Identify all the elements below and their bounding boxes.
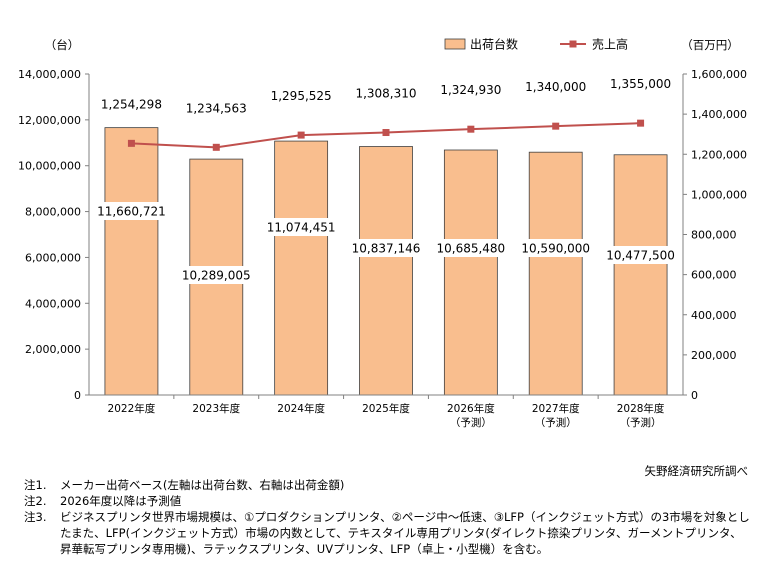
sales-marker: [637, 119, 645, 127]
bar-data-label: 10,837,146: [352, 242, 421, 256]
left-tick-label: 6,000,000: [25, 251, 81, 264]
category-label: 2024年度: [277, 402, 325, 415]
category-label: （予測）: [450, 416, 492, 429]
right-tick-label: 800,000: [691, 229, 737, 242]
sales-marker: [212, 143, 220, 151]
note-text: 2026年度以降は予測値: [60, 494, 182, 508]
plot-area: 0 2,000,000 4,000,000 6,000,000 8,000,000 10,…: [18, 68, 747, 429]
line-data-label: 1,254,298: [101, 97, 162, 111]
note-key: 注1.: [24, 478, 47, 492]
notes: 注1. メーカー出荷ベース(左軸は出荷台数、右軸は出荷金額) 注2. 2026年…: [24, 477, 750, 557]
bar: [104, 127, 159, 396]
bar-label-bg: [180, 266, 253, 284]
note-key: 注3.: [24, 510, 47, 524]
sales-marker: [552, 122, 560, 130]
legend: 出荷台数 売上高: [444, 37, 628, 52]
bar: [359, 146, 413, 396]
note-text: ビジネスプリンタ世界市場規模は、①プロダクションプリンタ、②ページ中～低速、③L…: [60, 510, 750, 556]
note-key: 注2.: [24, 494, 47, 508]
bar: [613, 154, 668, 396]
note-2: 注2. 2026年度以降は予測値: [24, 493, 750, 509]
left-tick-label: 2,000,000: [25, 343, 81, 356]
line-label-bg: [605, 76, 676, 93]
line-label-bg: [351, 85, 421, 102]
left-axis-unit: （台）: [45, 38, 80, 52]
line-label-bg: [520, 79, 591, 96]
sales-marker: [297, 131, 305, 139]
bar-label-bg: [350, 239, 422, 257]
category-label: 2023年度: [192, 402, 240, 415]
legend-bar-swatch: [444, 38, 466, 50]
line-data-label: 1,324,930: [440, 83, 501, 97]
sales-marker: [127, 139, 135, 147]
source-credit: 矢野経済研究所調べ: [644, 464, 749, 478]
bar-data-label: 10,477,500: [606, 249, 675, 263]
right-axis-unit: （百万円）: [681, 38, 739, 52]
right-tick-label: 1,400,000: [691, 108, 747, 121]
category-label: （予測）: [620, 416, 662, 429]
bar-data-label: 10,590,000: [521, 242, 590, 256]
left-tick-label: 10,000,000: [18, 160, 81, 173]
line-label-bg: [181, 100, 252, 117]
right-tick-label: 400,000: [691, 309, 737, 322]
bar-label-bg: [265, 218, 338, 236]
bar-label-bg: [519, 239, 592, 257]
category-label: 2025年度: [362, 402, 410, 415]
right-tick-label: 600,000: [691, 269, 737, 282]
legend-line-marker: [569, 40, 577, 48]
legend-bar-label: 出荷台数: [470, 37, 518, 52]
bar-data-label: 11,074,451: [267, 221, 336, 235]
chart: 出荷台数 売上高 （台） （百万円） 0 2,000,000 4,000,000 6,0…: [18, 37, 747, 430]
line-label-bg: [266, 88, 337, 105]
right-tick-label: 1,600,000: [691, 68, 747, 81]
category-label: 2026年度: [447, 402, 495, 415]
bar-label-bg: [604, 246, 677, 264]
bar-label-bg: [95, 202, 168, 220]
line-data-label: 1,234,563: [186, 101, 247, 115]
right-tick-label: 200,000: [691, 349, 737, 362]
note-1: 注1. メーカー出荷ベース(左軸は出荷台数、右軸は出荷金額): [24, 477, 750, 493]
left-tick-label: 12,000,000: [18, 114, 81, 127]
bar-data-label: 10,685,480: [436, 242, 505, 256]
category-label: 2027年度: [532, 402, 580, 415]
note-text: メーカー出荷ベース(左軸は出荷台数、右軸は出荷金額): [60, 478, 345, 492]
right-tick-label: 0: [691, 389, 698, 402]
bar: [443, 149, 498, 396]
line-data-label: 1,340,000: [525, 80, 586, 94]
bar: [528, 151, 583, 396]
sales-marker: [382, 129, 390, 137]
line-data-label: 1,295,525: [271, 89, 332, 103]
category-label: （予測）: [535, 416, 577, 429]
category-label: 2028年度: [617, 402, 665, 415]
category-label: 2022年度: [108, 402, 156, 415]
sales-marker: [467, 125, 475, 133]
note-3: 注3. ビジネスプリンタ世界市場規模は、①プロダクションプリンタ、②ページ中～低…: [24, 509, 750, 557]
left-tick-label: 0: [74, 389, 81, 402]
left-tick-label: 14,000,000: [18, 68, 81, 81]
legend-line-label: 売上高: [592, 37, 628, 52]
line-data-label: 1,308,310: [355, 87, 416, 101]
bar-data-label: 11,660,721: [97, 205, 166, 219]
line-data-label: 1,355,000: [610, 77, 671, 91]
right-tick-label: 1,200,000: [691, 148, 747, 161]
bar: [274, 140, 329, 396]
bar-data-label: 10,289,005: [182, 269, 251, 283]
right-tick-label: 1,000,000: [691, 188, 747, 201]
left-tick-label: 8,000,000: [25, 206, 81, 219]
line-label-bg: [435, 82, 506, 99]
line-label-bg: [96, 96, 167, 113]
bar-label-bg: [434, 239, 507, 257]
left-tick-label: 4,000,000: [25, 297, 81, 310]
